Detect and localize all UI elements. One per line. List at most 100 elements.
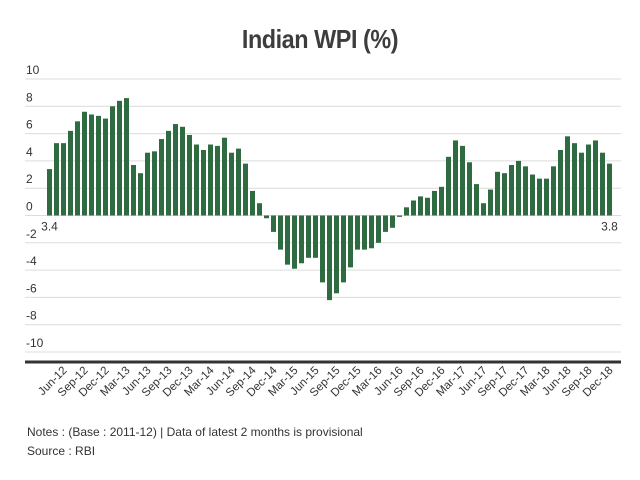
y-tick-label: -2: [26, 227, 37, 241]
bar-Nov-13: [180, 126, 185, 216]
bar-Nov-17: [516, 160, 521, 216]
bar-May-13: [138, 173, 143, 216]
bar-May-15: [306, 215, 311, 258]
bar-Nov-12: [96, 115, 101, 216]
bar-Nov-14: [264, 215, 269, 219]
y-tick-label: -10: [26, 336, 44, 350]
bar-Dec-13: [187, 134, 192, 216]
bar-Dec-15: [355, 215, 360, 250]
data-labels: 3.4 3.8: [41, 220, 618, 234]
notes-text: Notes : (Base : 2011-12) | Data of lates…: [27, 425, 363, 439]
bar-Jan-18: [530, 174, 535, 216]
data-label: 3.8: [601, 220, 618, 234]
bar-Nov-15: [348, 215, 353, 268]
bar-Feb-18: [537, 178, 542, 216]
bar-Oct-13: [173, 124, 178, 216]
bar-Dec-18: [607, 163, 612, 216]
bar-Aug-18: [579, 152, 584, 216]
y-tick-label: 10: [26, 63, 40, 77]
bar-Apr-17: [467, 162, 472, 216]
bar-May-17: [474, 184, 479, 216]
bar-Sep-17: [502, 173, 507, 216]
y-tick-label: 6: [26, 118, 33, 132]
bar-Sep-13: [166, 130, 171, 216]
bar-Jul-13: [152, 151, 157, 216]
bar-Aug-14: [243, 163, 248, 216]
bar-Apr-15: [299, 215, 304, 264]
bar-Feb-17: [453, 140, 458, 216]
bar-Jun-17: [481, 203, 486, 216]
bar-Feb-15: [285, 215, 290, 265]
bars: [47, 98, 612, 301]
bar-Jul-18: [572, 143, 577, 216]
bar-Sep-18: [586, 144, 591, 216]
data-label: 3.4: [41, 220, 58, 234]
bar-Nov-16: [432, 190, 437, 216]
source-text: Source : RBI: [27, 444, 96, 458]
bar-Feb-13: [117, 100, 122, 216]
bar-Apr-14: [215, 145, 220, 216]
y-tick-label: 0: [26, 200, 33, 214]
bar-Oct-18: [593, 140, 598, 216]
bar-Mar-16: [376, 215, 381, 243]
bar-May-12: [54, 143, 59, 216]
y-tick-label: 8: [26, 90, 33, 104]
bar-May-14: [222, 137, 227, 216]
bar-Jan-14: [194, 144, 199, 216]
bar-Mar-14: [208, 144, 213, 216]
bar-Jan-16: [362, 215, 367, 250]
bar-Apr-12: [47, 169, 52, 216]
bar-Jun-16: [397, 215, 402, 217]
bar-Mar-18: [544, 178, 549, 216]
bar-Mar-13: [124, 98, 129, 216]
bar-Dec-12: [103, 118, 108, 216]
bar-Jun-12: [61, 143, 66, 216]
bar-Feb-16: [369, 215, 374, 249]
bar-Oct-17: [509, 164, 514, 216]
bar-Aug-13: [159, 139, 164, 216]
bar-Jun-15: [313, 215, 318, 258]
y-tick-label: 2: [26, 172, 33, 186]
y-tick-label: -8: [26, 309, 37, 323]
x-axis: Jun-12Sep-12Dec-12Mar-13Jun-13Sep-13Dec-…: [25, 360, 621, 399]
chart-title: Indian WPI (%): [241, 24, 399, 54]
bar-Aug-15: [327, 215, 332, 301]
bar-Aug-17: [495, 171, 500, 216]
bar-Jul-12: [68, 130, 73, 216]
bar-Apr-18: [551, 166, 556, 216]
bar-Jan-13: [110, 106, 115, 216]
bar-Jul-14: [236, 148, 241, 216]
bar-Dec-14: [271, 215, 276, 232]
bar-Aug-16: [411, 200, 416, 216]
bar-Sep-14: [250, 190, 255, 216]
bar-Mar-15: [292, 215, 297, 269]
bar-Sep-12: [82, 111, 87, 216]
bar-Oct-16: [425, 197, 430, 216]
bar-Oct-14: [257, 203, 262, 216]
bar-Jul-16: [404, 207, 409, 216]
bar-Jan-15: [278, 215, 283, 250]
y-tick-label: 4: [26, 145, 33, 159]
bar-Oct-12: [89, 114, 94, 216]
bar-Mar-17: [460, 145, 465, 216]
bar-Jan-17: [446, 156, 451, 216]
bar-Apr-13: [131, 164, 136, 216]
bar-Jun-13: [145, 152, 150, 216]
bar-Aug-12: [75, 121, 80, 216]
bar-Dec-17: [523, 166, 528, 216]
bar-Feb-14: [201, 149, 206, 216]
bar-Jun-14: [229, 152, 234, 216]
bar-Jul-15: [320, 215, 325, 283]
bar-Jul-17: [488, 189, 493, 216]
bar-Sep-15: [334, 215, 339, 294]
y-axis-ticks: 10 8 6 4 2 0 -2 -4 -6 -8 -10: [26, 63, 44, 350]
y-tick-label: -6: [26, 281, 37, 295]
bar-Oct-15: [341, 215, 346, 283]
bar-Apr-16: [383, 215, 388, 232]
bar-Sep-16: [418, 196, 423, 216]
bar-May-18: [558, 149, 563, 216]
y-tick-label: -4: [26, 254, 37, 268]
bar-Jun-18: [565, 136, 570, 216]
bar-Nov-18: [600, 152, 605, 216]
wpi-bar-chart: 10 8 6 4 2 0 -2 -4 -6 -8 -10 3.4 3.8 Jun-12Sep-12De…: [25, 63, 621, 399]
